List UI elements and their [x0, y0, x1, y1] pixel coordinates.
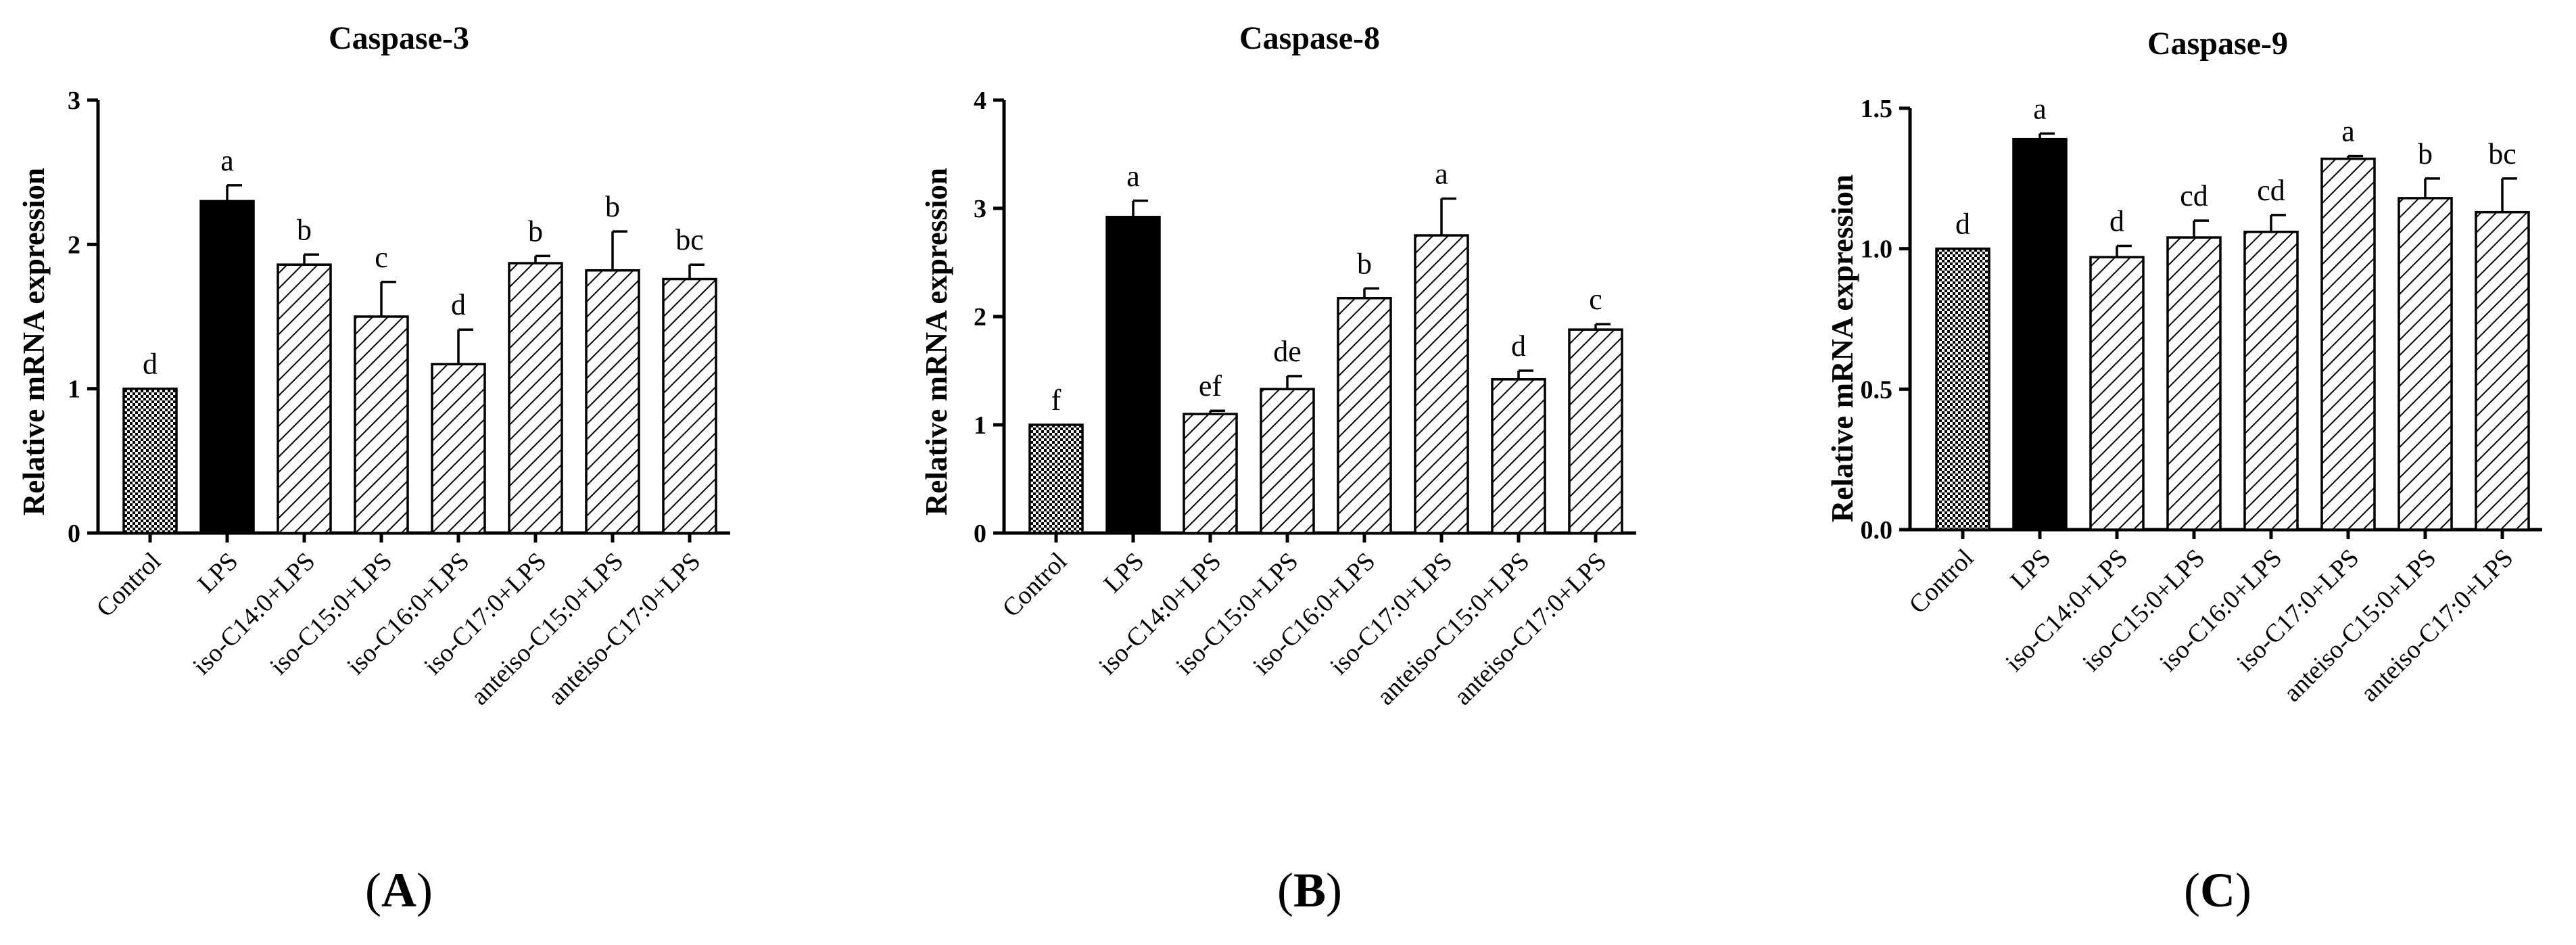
significance-letter: a: [2341, 115, 2355, 148]
category-label: Control: [91, 547, 167, 623]
bar: [2012, 137, 2068, 531]
significance-letter: f: [1051, 384, 1062, 417]
significance-letter: cd: [2257, 174, 2285, 207]
y-tick-label: 0: [68, 520, 80, 548]
y-tick-label: 0: [974, 520, 986, 548]
panel-label-open: (: [365, 863, 381, 917]
significance-letter: ef: [1199, 369, 1222, 402]
bar: [1568, 328, 1623, 534]
bar: [1337, 297, 1392, 534]
significance-letter: d: [2109, 205, 2124, 238]
y-tick-label: 2: [974, 303, 986, 331]
significance-letter: d: [1511, 329, 1526, 363]
y-ticks: 0 1 2 3: [68, 87, 98, 548]
y-tick-label: 3: [974, 195, 986, 223]
significance-letter: c: [375, 241, 388, 274]
panel-label-close: ): [2235, 863, 2251, 917]
bar: [1260, 388, 1315, 534]
bar: [431, 363, 486, 534]
bar: [2398, 197, 2453, 531]
y-tick-label: 1: [974, 411, 986, 440]
y-tick-label: 3: [68, 87, 80, 115]
category-label: LPS: [1098, 547, 1149, 599]
significance-letter: d: [143, 348, 158, 381]
significance-letter: b: [605, 190, 620, 223]
category-label: Control: [997, 547, 1073, 623]
category-labels: Control LPSiso-C14:0+LPSiso-C15:0+LPSiso-…: [997, 533, 1612, 711]
significance-letter: b: [1357, 247, 1372, 280]
significance-letter: d: [451, 288, 466, 321]
chart-title: Caspase-3: [329, 20, 469, 56]
significance-letter: a: [2033, 92, 2047, 125]
bar: [1028, 423, 1084, 534]
bar: [585, 269, 640, 534]
chart-panel-c: Caspase-9 Relative mRNA expression 0.00.…: [1826, 26, 2542, 708]
significance-letter: bc: [675, 223, 704, 256]
chart-title: Caspase-8: [1239, 20, 1380, 56]
significance-letter: a: [1126, 160, 1140, 193]
panel-label-letter: A: [381, 863, 416, 917]
y-axis-label: Relative mRNA expression: [17, 168, 51, 515]
significance-letter: d: [1955, 208, 1970, 241]
significance-letter: b: [2418, 137, 2433, 170]
y-tick-label: 1.5: [1861, 95, 1893, 123]
significance-letter: cd: [2180, 179, 2208, 212]
bar: [199, 200, 255, 534]
y-axis-label: Relative mRNA expression: [1826, 175, 1859, 522]
panel-label-close: ): [416, 863, 433, 917]
bar: [2089, 256, 2145, 531]
y-axis-label: Relative mRNA expression: [920, 168, 953, 515]
bar: [2243, 230, 2299, 531]
category-labels: Control LPSiso-C14:0+LPSiso-C15:0+LPSiso-…: [1904, 530, 2519, 708]
y-tick-label: 2: [68, 231, 80, 259]
significance-letter: a: [220, 144, 234, 177]
y-tick-label: 1.0: [1861, 235, 1893, 264]
panel-label-open: (: [2184, 863, 2200, 917]
significance-letter: b: [528, 214, 543, 248]
panel-label-letter: C: [2200, 863, 2235, 917]
bar: [277, 263, 332, 534]
y-ticks: 0 1 2 3 4: [974, 87, 1004, 548]
bar: [1183, 413, 1238, 534]
bar: [2475, 210, 2530, 531]
bar: [2166, 236, 2222, 531]
category-labels: Control LPSiso-C14:0+LPSiso-C15:0+LPSiso-…: [91, 533, 706, 711]
panel-label-open: (: [1277, 863, 1293, 917]
panel-label-c: (C): [2184, 863, 2251, 917]
bar: [1105, 216, 1161, 534]
bars: d a d cd cd a b bc: [1935, 92, 2530, 531]
y-tick-label: 4: [974, 87, 986, 115]
chart-panel-a: Caspase-3 Relative mRNA expression 0123 …: [17, 20, 730, 711]
panel-label-close: ): [1326, 863, 1342, 917]
significance-letter: de: [1273, 335, 1302, 368]
significance-letter: b: [297, 213, 312, 246]
bar: [1491, 378, 1546, 534]
bar: [1935, 247, 1990, 531]
significance-letter: c: [1589, 283, 1602, 316]
category-label: LPS: [2005, 544, 2056, 595]
category-label: Control: [1904, 544, 1980, 620]
panel-label-b: (B): [1277, 863, 1342, 917]
panel-label-letter: B: [1293, 863, 1326, 917]
y-tick-label: 1: [68, 375, 80, 404]
significance-letter: bc: [2488, 137, 2517, 170]
y-ticks: 0.0 0.5 1.0 1.5: [1861, 95, 1910, 545]
bars: f a ef de b a d c: [1028, 158, 1623, 534]
chart-title: Caspase-9: [2147, 26, 2288, 62]
bar: [354, 315, 409, 534]
bar: [2320, 158, 2376, 531]
chart-panel-b: Caspase-8 Relative mRNA expression 0 1 2 3 4…: [920, 20, 1636, 711]
bar: [662, 277, 717, 534]
bar: [1414, 234, 1469, 534]
y-tick-label: 0.0: [1861, 516, 1893, 545]
significance-letter: a: [1435, 158, 1448, 191]
bar: [508, 262, 563, 534]
bar: [122, 387, 178, 534]
y-tick-label: 0.5: [1861, 375, 1893, 404]
category-label: LPS: [192, 547, 243, 599]
panel-label-a: (A): [365, 863, 433, 917]
